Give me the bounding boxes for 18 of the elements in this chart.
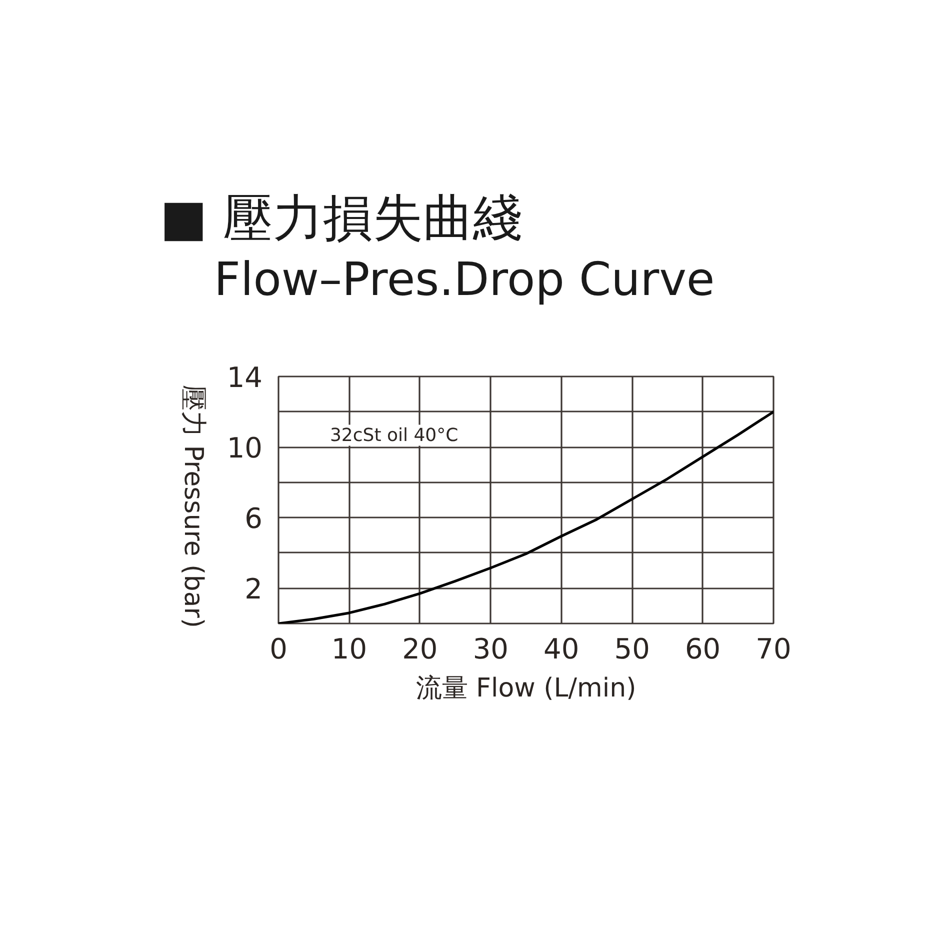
line-series [278, 410, 774, 624]
y-tick-label: 6 [244, 502, 263, 536]
x-tick-label: 60 [684, 632, 721, 666]
chart-title: ■ 壓力損失曲綫 [159, 188, 524, 247]
x-tick-label: 0 [270, 632, 288, 666]
y-axis-title: 壓力 Pressure (bar) [178, 385, 208, 628]
x-axis-title: 流量 Flow (L/min) [416, 674, 636, 704]
x-tick-label: 20 [402, 632, 438, 666]
annotation: 32cSt oil 40°C [330, 424, 458, 446]
x-tick-label: 10 [331, 632, 368, 666]
chart-subtitle: Flow–Pres.Drop Curve [213, 251, 715, 306]
x-tick-label: 30 [472, 632, 508, 666]
y-tick-label: 2 [244, 572, 263, 606]
y-tick-label: 10 [226, 432, 263, 465]
y-tick-label: 14 [226, 361, 263, 394]
x-tick-label: 50 [614, 632, 650, 666]
x-tick-label: 40 [544, 632, 580, 666]
x-tick-label: 70 [756, 632, 792, 666]
